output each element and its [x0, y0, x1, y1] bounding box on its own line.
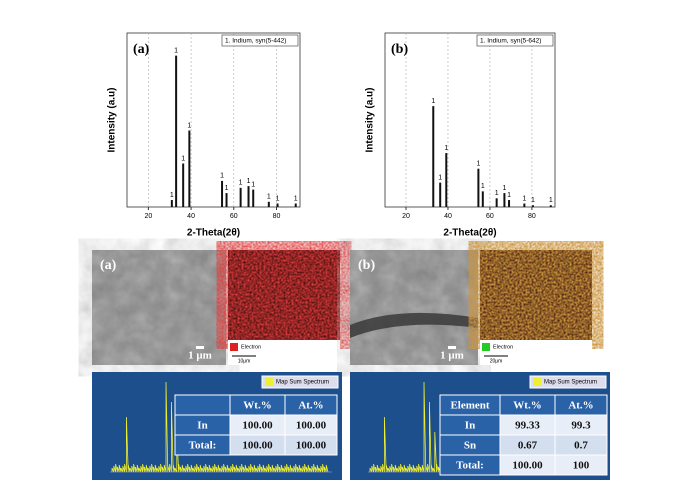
table-text: 0.7 [574, 440, 588, 452]
legend-box [476, 34, 554, 47]
spectrum-legend: Map Sum Spectrum [276, 380, 329, 386]
x-tick-label: 40 [187, 213, 195, 220]
y-axis-label: Intensity (a.u) [107, 87, 118, 152]
peak-label: 1 [181, 155, 185, 162]
table-cell [284, 434, 338, 456]
table-text: Total: [456, 460, 484, 472]
table-text: At.% [568, 400, 593, 412]
table-text: 99.3 [571, 420, 591, 432]
plot-frame [384, 32, 556, 208]
scale-bar [196, 346, 204, 349]
table-text: Sn [464, 440, 476, 452]
table-text: 100.00 [242, 420, 273, 432]
peak-label: 1 [444, 145, 448, 152]
sem-texture [92, 250, 226, 365]
table-text: At.% [298, 400, 323, 412]
map-scale: 20μm [490, 358, 503, 364]
table-text: In [197, 420, 207, 432]
peak-label: 1 [276, 195, 280, 202]
panel-label: (b) [358, 258, 375, 273]
peak-label: 1 [431, 98, 435, 105]
panel-label: (b) [391, 42, 408, 57]
map-swatch [230, 343, 238, 351]
map-swatch [482, 343, 490, 351]
peak-label: 1 [267, 194, 271, 201]
table-text: 100.00 [296, 440, 327, 452]
sem-texture [350, 250, 478, 365]
x-tick-label: 40 [444, 213, 452, 220]
scale-label: 1 μm [188, 350, 212, 362]
x-axis-label: 2-Theta(2θ) [187, 228, 240, 239]
x-tick-label: 60 [486, 213, 494, 220]
map-footer [480, 340, 592, 365]
plot-frame [126, 32, 301, 208]
map-legend: Electron [241, 344, 261, 350]
peak-label: 1 [239, 180, 243, 187]
peak-label: 1 [549, 197, 553, 204]
peak-label: 1 [251, 181, 255, 188]
x-tick-label: 20 [402, 213, 410, 220]
peak-label: 1 [438, 174, 442, 181]
scale-label: 1 μm [440, 350, 464, 362]
scale-bar [448, 346, 456, 349]
x-tick-label: 80 [273, 213, 281, 220]
table-text: 99.33 [515, 420, 540, 432]
peak-label: 1 [174, 47, 178, 54]
legend: 1. Indium, syn(5-642) [480, 38, 541, 45]
table-text: 0.67 [518, 440, 538, 452]
spectrum-legend-swatch [533, 378, 541, 386]
table-text: In [465, 420, 475, 432]
map-legend: Electron [493, 344, 513, 350]
peak-label: 1 [476, 161, 480, 168]
legend: 1. Indium, syn(5-442) [225, 38, 286, 45]
table-text: 100.00 [242, 440, 273, 452]
table-cell [554, 454, 608, 476]
sem-crack [350, 312, 478, 338]
peak-label: 1 [522, 195, 526, 202]
peak-label: 1 [187, 122, 191, 129]
table-text: Element [450, 400, 489, 412]
spectrum-legend-box [261, 375, 339, 389]
panel-label: (a) [100, 258, 117, 273]
peak-label: 1 [502, 185, 506, 192]
spectrum-legend-swatch [265, 378, 273, 386]
map-scale: 10μm [238, 358, 251, 364]
spectrum-legend: Map Sum Spectrum [544, 380, 597, 386]
peak-label: 1 [495, 190, 499, 197]
table-text: Total: [189, 440, 217, 452]
peak-label: 1 [531, 197, 535, 204]
peak-label: 1 [220, 173, 224, 180]
x-tick-label: 60 [230, 213, 238, 220]
table-text: Wt.% [513, 400, 541, 412]
x-tick-label: 20 [144, 213, 152, 220]
peak-label: 1 [247, 178, 251, 185]
table-text: 100.00 [296, 420, 327, 432]
map-texture [480, 250, 592, 340]
map-footer [228, 340, 340, 365]
x-axis-label: 2-Theta(2θ) [443, 228, 496, 239]
legend-box [221, 34, 299, 47]
panel-label: (a) [133, 42, 150, 57]
spectrum-legend-box [529, 375, 607, 389]
table-text: Wt.% [243, 400, 271, 412]
table-text: 100 [573, 460, 590, 472]
peak-label: 1 [481, 183, 485, 190]
peak-label: 1 [294, 195, 298, 202]
peak-label: 1 [225, 185, 229, 192]
map-texture [228, 250, 340, 340]
x-tick-label: 80 [528, 213, 536, 220]
table-cell [174, 394, 231, 416]
y-axis-label: Intensity (a.u) [365, 87, 376, 152]
table-text: 100.00 [512, 460, 543, 472]
peak-label: 1 [507, 192, 511, 199]
peak-label: 1 [170, 192, 174, 199]
